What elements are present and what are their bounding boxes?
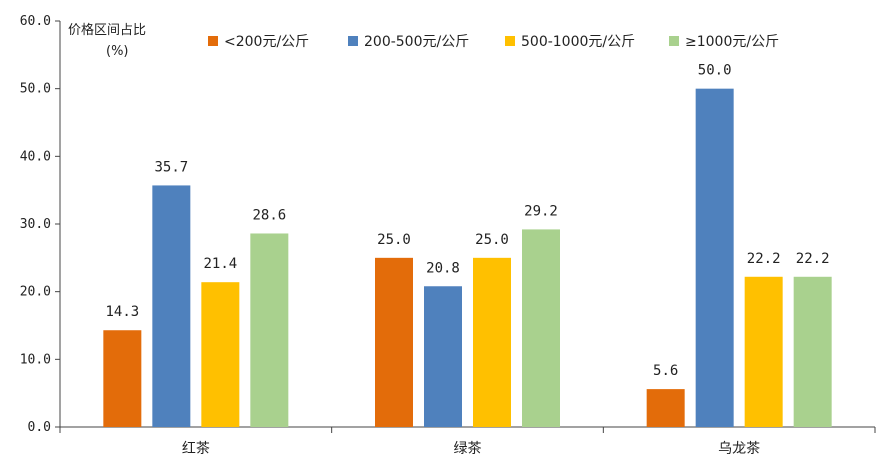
bar — [424, 286, 462, 427]
data-label: 14.3 — [105, 304, 139, 320]
legend-label: <200元/公斤 — [224, 34, 309, 50]
data-label: 20.8 — [426, 260, 460, 276]
bar — [793, 276, 832, 427]
bar — [103, 330, 142, 427]
bar — [250, 233, 289, 427]
y-axis-label-line1: 价格区间占比 — [68, 22, 146, 38]
data-label: 28.6 — [252, 207, 286, 223]
y-tick-label: 30.0 — [20, 217, 51, 232]
data-label: 22.2 — [796, 251, 830, 267]
legend-swatch — [208, 36, 218, 46]
bar — [522, 229, 560, 427]
y-tick-label: 50.0 — [20, 82, 51, 97]
bar — [473, 257, 511, 427]
data-label: 21.4 — [203, 256, 237, 272]
bar — [646, 389, 685, 427]
legend-swatch — [348, 36, 358, 46]
legend: <200元/公斤 200-500元/公斤 500-1000元/公斤 ≥1000元/公斤 — [208, 34, 779, 50]
data-label: 25.0 — [475, 232, 509, 248]
data-label: 22.2 — [747, 251, 781, 267]
legend-label: ≥1000元/公斤 — [685, 34, 779, 50]
x-tick-label: 红茶 — [182, 441, 210, 457]
x-tick-label: 绿茶 — [454, 441, 482, 457]
bar — [695, 88, 734, 428]
legend-label: 500-1000元/公斤 — [521, 34, 635, 50]
data-label: 50.0 — [698, 63, 732, 79]
data-labels: 14.3 25.0 5.6 35.7 20.8 50.0 21.4 25.0 22.2 28.6 2… — [105, 63, 829, 379]
data-label: 5.6 — [653, 363, 678, 379]
x-tick-label: 乌龙茶 — [718, 441, 760, 457]
y-tick-label: 60.0 — [20, 14, 51, 29]
bars — [103, 88, 832, 428]
y-tick-label: 40.0 — [20, 149, 51, 164]
legend-label: 200-500元/公斤 — [364, 34, 469, 50]
axes: 0.0 10.0 20.0 30.0 40.0 50.0 60.0 红茶 绿茶 乌龙茶 — [20, 14, 876, 457]
y-tick-label: 20.0 — [20, 285, 51, 300]
bar — [744, 276, 783, 427]
data-label: 25.0 — [377, 232, 411, 248]
y-tick-label: 10.0 — [20, 352, 51, 367]
bar — [152, 185, 191, 427]
data-label: 29.2 — [524, 203, 558, 219]
data-label: 35.7 — [154, 159, 188, 175]
bar — [375, 257, 413, 427]
legend-swatch — [505, 36, 515, 46]
y-axis-label-line2: (%) — [106, 44, 129, 59]
legend-swatch — [669, 36, 679, 46]
y-tick-label: 0.0 — [28, 420, 51, 435]
bar — [201, 282, 240, 427]
